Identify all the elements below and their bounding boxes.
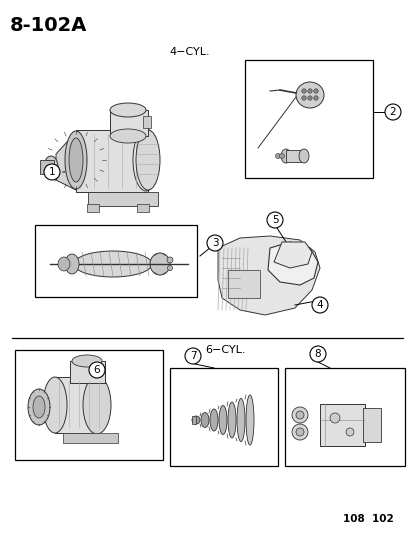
Ellipse shape [246, 395, 254, 445]
Ellipse shape [281, 149, 291, 163]
Bar [55, 377, 99, 433]
Ellipse shape [210, 409, 218, 431]
Circle shape [302, 89, 306, 93]
Circle shape [310, 346, 326, 362]
Text: 6: 6 [94, 365, 100, 375]
Circle shape [314, 96, 318, 100]
Bar [363, 408, 381, 442]
Circle shape [267, 212, 283, 228]
Ellipse shape [43, 377, 67, 433]
Bar [286, 150, 304, 162]
Bar [88, 192, 158, 206]
Ellipse shape [69, 138, 83, 182]
Ellipse shape [228, 402, 236, 438]
Text: 5: 5 [272, 215, 278, 225]
Circle shape [167, 257, 173, 263]
Ellipse shape [150, 253, 170, 275]
Ellipse shape [72, 355, 102, 367]
Circle shape [302, 96, 306, 100]
Bar [170, 368, 278, 466]
Ellipse shape [237, 399, 245, 441]
Ellipse shape [136, 130, 160, 190]
Circle shape [385, 104, 401, 120]
Text: 3: 3 [212, 238, 218, 248]
Bar [245, 60, 373, 178]
Ellipse shape [28, 389, 50, 425]
Ellipse shape [219, 406, 227, 434]
Bar [40, 160, 54, 174]
Ellipse shape [33, 396, 45, 418]
Polygon shape [192, 416, 196, 424]
Circle shape [185, 348, 201, 364]
Ellipse shape [74, 251, 152, 277]
Ellipse shape [44, 156, 58, 178]
Bar [320, 404, 365, 446]
Ellipse shape [58, 257, 70, 271]
Circle shape [308, 89, 312, 93]
Circle shape [312, 297, 328, 313]
Ellipse shape [65, 131, 87, 189]
Circle shape [276, 154, 281, 158]
Bar [110, 110, 148, 136]
Bar [76, 130, 148, 192]
Polygon shape [218, 236, 320, 315]
Text: 7: 7 [190, 351, 196, 361]
Bar [87, 204, 99, 212]
Ellipse shape [83, 376, 111, 434]
Circle shape [292, 407, 308, 423]
Text: 1: 1 [49, 167, 55, 177]
Bar [63, 433, 118, 443]
Ellipse shape [110, 103, 146, 117]
Polygon shape [274, 242, 312, 268]
Text: 6−CYL.: 6−CYL. [205, 345, 245, 355]
Bar [285, 368, 405, 466]
Circle shape [296, 428, 304, 436]
Ellipse shape [192, 416, 200, 424]
Bar [137, 204, 149, 212]
Circle shape [207, 235, 223, 251]
Circle shape [44, 164, 60, 180]
Polygon shape [56, 132, 76, 190]
Circle shape [296, 411, 304, 419]
Bar [228, 270, 260, 298]
Circle shape [168, 265, 173, 271]
Ellipse shape [296, 82, 324, 108]
Circle shape [330, 413, 340, 423]
Text: 8-102A: 8-102A [10, 16, 88, 35]
Circle shape [279, 154, 285, 158]
Text: 2: 2 [390, 107, 396, 117]
Polygon shape [268, 242, 318, 285]
Text: 108  102: 108 102 [343, 514, 393, 524]
Circle shape [292, 424, 308, 440]
Ellipse shape [201, 413, 209, 427]
Bar [70, 361, 105, 383]
Ellipse shape [65, 254, 79, 274]
Text: 4−CYL.: 4−CYL. [170, 47, 210, 57]
Text: 8: 8 [315, 349, 321, 359]
Circle shape [89, 362, 105, 378]
Ellipse shape [110, 129, 146, 143]
Bar [143, 116, 151, 128]
Circle shape [314, 89, 318, 93]
Bar [15, 350, 163, 460]
Text: 4: 4 [317, 300, 323, 310]
Circle shape [308, 96, 312, 100]
Ellipse shape [133, 129, 159, 191]
Ellipse shape [299, 149, 309, 163]
Circle shape [346, 428, 354, 436]
Bar [35, 225, 197, 297]
